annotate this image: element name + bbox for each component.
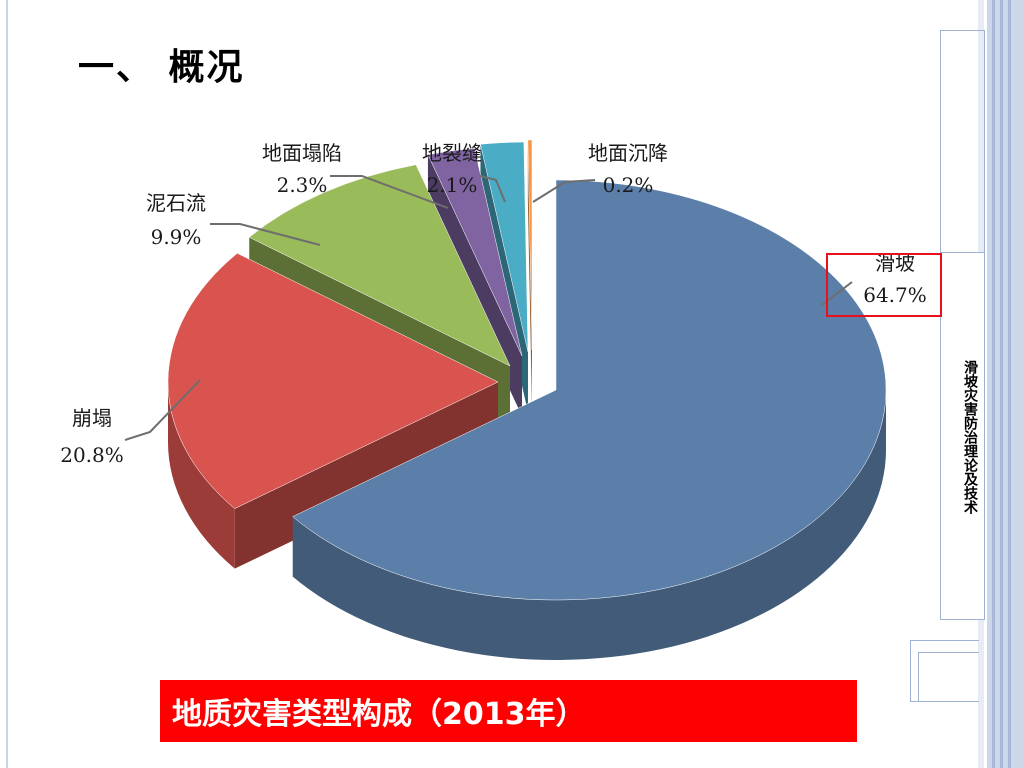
leader-line-2 (210, 223, 321, 246)
leader-line-5 (532, 179, 596, 203)
side-label-box (940, 252, 985, 620)
slice-name-label-1: 崩塌 (72, 406, 112, 430)
side-frame (940, 30, 985, 261)
pie-slice-2 (248, 164, 511, 367)
leader-line-3 (330, 175, 449, 209)
left-rule (6, 0, 8, 768)
slice-value-label-3: 2.3% (277, 173, 328, 197)
corner-decor-inner (918, 652, 979, 702)
pie-side-1 (168, 382, 235, 569)
slice-name-label-3: 地面塌陷 (262, 141, 342, 165)
slice-value-label-1: 20.8% (60, 443, 124, 467)
side-label: 滑坡灾害防治理论及技术 (962, 360, 978, 514)
pie-side-0 (292, 390, 886, 660)
slice-name-label-0: 滑坡 (875, 251, 915, 275)
leader-line-1 (124, 379, 201, 441)
leader-line-4 (479, 175, 506, 203)
slice-name-label-5: 地面沉降 (588, 141, 668, 165)
pie-slice-1 (167, 252, 499, 509)
slice-value-label-0: 64.7% (863, 283, 927, 307)
highlight-box (826, 253, 942, 317)
right-decor-band (978, 0, 1024, 768)
pie-cut-5 (527, 140, 532, 410)
slice-value-label-2: 9.9% (151, 225, 202, 249)
slice-value-label-5: 0.2% (603, 173, 654, 197)
slice-name-label-4: 地裂缝 (422, 141, 482, 165)
pie-slice-3 (427, 147, 523, 357)
slice-value-label-4: 2.1% (427, 173, 478, 197)
pie-slice-4 (480, 141, 529, 353)
pie-slice-5 (527, 139, 533, 351)
slide-heading: 一、 概况 (78, 47, 245, 88)
slice-name-label-2: 泥石流 (146, 191, 206, 215)
pie-slice-0 (292, 179, 887, 601)
chart-caption: 地质灾害类型构成（2013年） (160, 680, 857, 742)
